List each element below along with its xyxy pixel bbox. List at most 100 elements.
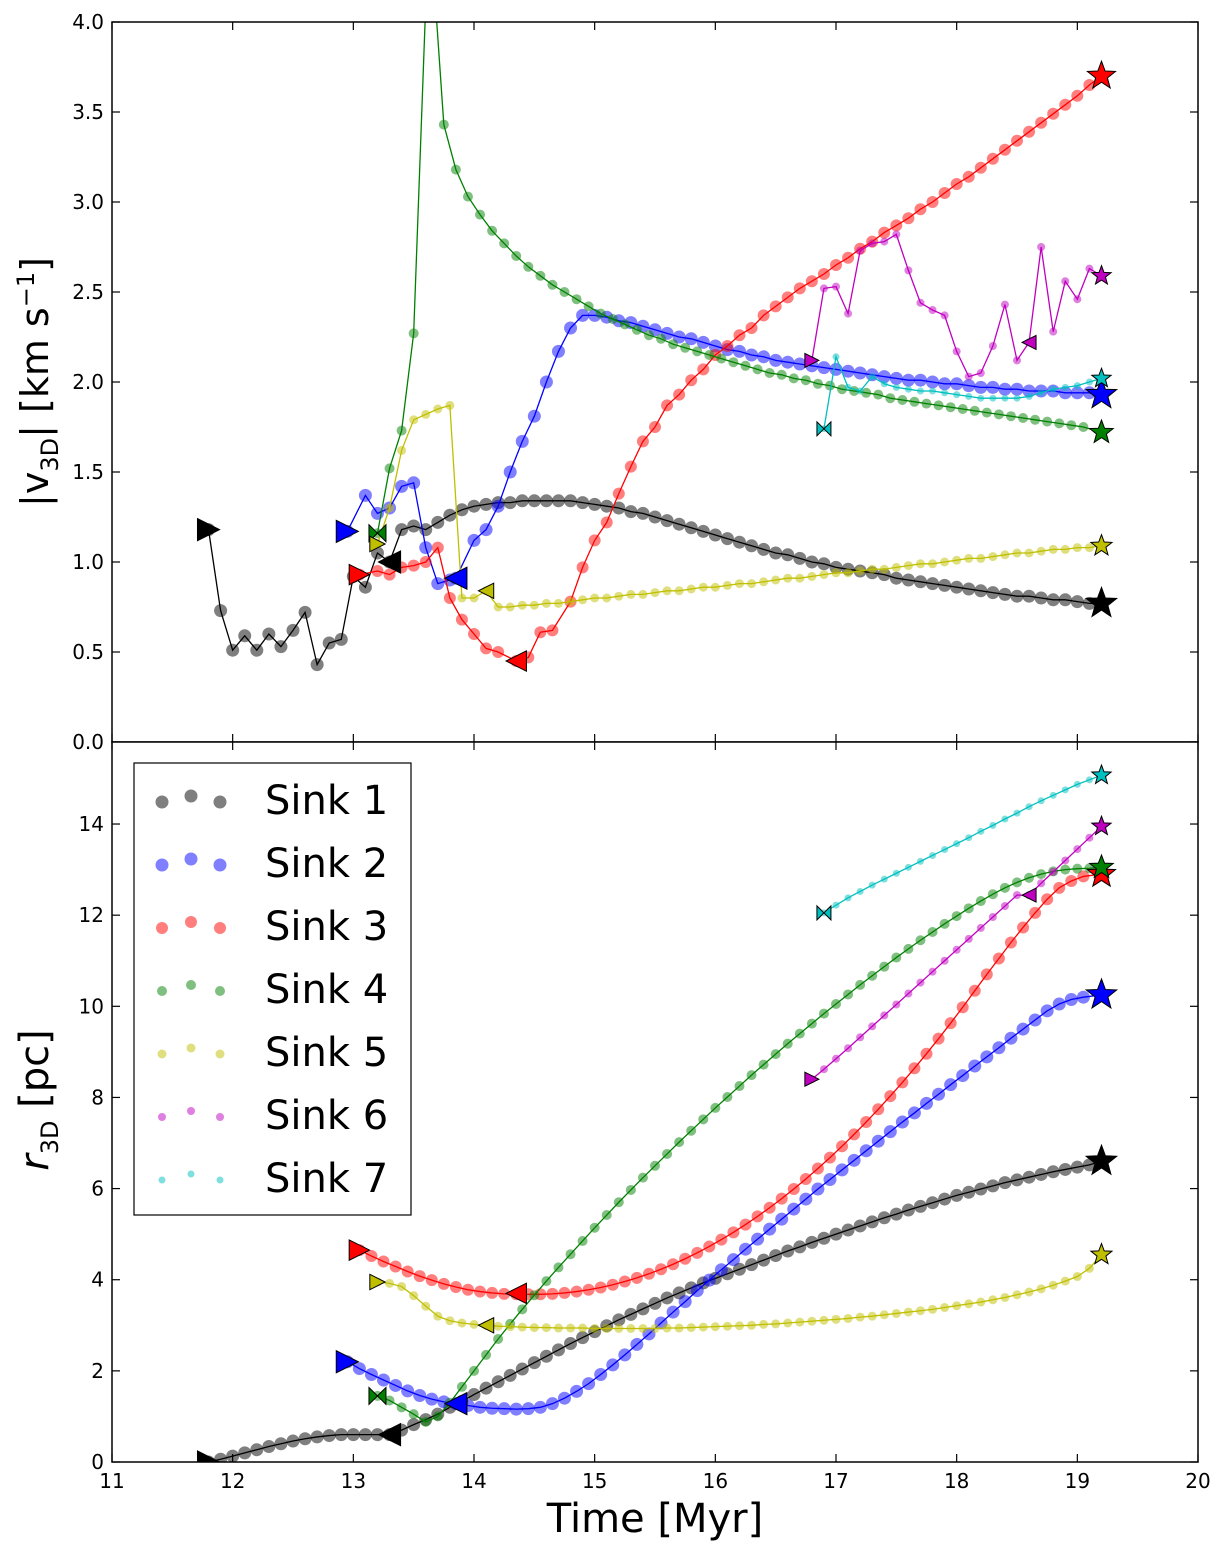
radius-series-3-point bbox=[1017, 921, 1030, 934]
velocity-series-5-point bbox=[445, 400, 455, 410]
velocity-series-4-point bbox=[1042, 416, 1053, 427]
velocity-series-4-point bbox=[668, 339, 679, 350]
velocity-series-4-point bbox=[607, 314, 618, 324]
radius-series-1-point bbox=[1010, 1173, 1024, 1187]
radius-series-4-point bbox=[1036, 869, 1047, 880]
radius-series-5-point bbox=[819, 1315, 829, 1325]
radius-series-5-point bbox=[952, 1301, 962, 1311]
velocity-series-2-point bbox=[419, 541, 433, 555]
velocity-series-2-point bbox=[913, 373, 927, 387]
radius-series-3-point bbox=[570, 1285, 583, 1298]
radius-series-3-start-marker bbox=[348, 1239, 371, 1262]
velocity-series-1-point bbox=[539, 494, 553, 508]
velocity-series-1-point bbox=[745, 539, 759, 553]
velocity-series-2-point bbox=[479, 523, 493, 537]
radius-series-3-point bbox=[630, 1271, 643, 1284]
radius-series-4-point bbox=[613, 1197, 624, 1208]
legend-item-6-marker bbox=[216, 1113, 224, 1121]
radius-series-1-point bbox=[938, 1192, 952, 1206]
legend-item-5-marker bbox=[157, 1049, 167, 1059]
legend-item-4-marker bbox=[186, 980, 196, 990]
velocity-series-1-point bbox=[1034, 591, 1048, 605]
velocity-series-3-point bbox=[600, 516, 613, 529]
velocity-series-2-point bbox=[757, 350, 771, 364]
velocity-series-4-point bbox=[788, 373, 799, 384]
velocity-series-2-point bbox=[1010, 382, 1024, 396]
velocity-series-5-point bbox=[1072, 543, 1082, 553]
radius-series-3-point bbox=[618, 1275, 631, 1288]
radius-series-7-point bbox=[1073, 780, 1081, 788]
radius-series-5-point bbox=[855, 1312, 865, 1322]
velocity-series-1-point bbox=[648, 510, 662, 524]
radius-series-4-point bbox=[758, 1059, 769, 1070]
radius-series-7-point bbox=[929, 851, 937, 859]
radius-series-1-point bbox=[1070, 1160, 1084, 1174]
radius-series-1-point bbox=[781, 1244, 795, 1258]
radius-series-4-point bbox=[722, 1091, 733, 1102]
radius-series-3-point bbox=[365, 1250, 378, 1263]
velocity-series-5-point bbox=[915, 559, 925, 569]
radius-series-5-point bbox=[1012, 1290, 1022, 1300]
velocity-series-3-point bbox=[1035, 116, 1048, 129]
velocity-series-2-point bbox=[358, 488, 372, 502]
velocity-series-6-point bbox=[940, 311, 949, 320]
velocity-series-1-point bbox=[322, 636, 336, 650]
radius-series-6-point bbox=[976, 923, 985, 932]
radius-series-4-point bbox=[710, 1102, 721, 1113]
radius-series-2-point bbox=[1052, 997, 1066, 1011]
velocity-series-4-point bbox=[981, 407, 992, 418]
radius-series-1-point bbox=[648, 1296, 662, 1310]
velocity-series-4-point bbox=[873, 389, 884, 400]
velocity-series-4-point bbox=[704, 350, 715, 360]
radius-series-1-point bbox=[829, 1227, 843, 1241]
radius-series-7-point bbox=[989, 821, 997, 829]
velocity-series-1-point bbox=[926, 577, 940, 591]
radius-series-7-point bbox=[892, 869, 900, 877]
velocity-series-5-point bbox=[1036, 546, 1046, 556]
velocity-series-5-point bbox=[940, 557, 950, 567]
radius-series-4-point bbox=[577, 1235, 588, 1246]
velocity-series-5-point bbox=[855, 566, 865, 576]
velocity-series-6-point bbox=[868, 239, 877, 248]
radius-series-2-point bbox=[618, 1348, 632, 1362]
radius-series-1-point bbox=[262, 1440, 276, 1454]
radius-series-6-point bbox=[892, 1000, 901, 1009]
velocity-series-7-point bbox=[953, 391, 961, 399]
radius-series-4-point bbox=[867, 970, 878, 981]
velocity-series-1-point bbox=[310, 658, 324, 672]
radius-series-5-point bbox=[457, 1318, 467, 1328]
velocity-series-7-point bbox=[1037, 389, 1045, 397]
velocity-series-1-point bbox=[527, 494, 541, 508]
radius-series-5-end-marker bbox=[1089, 1242, 1114, 1265]
velocity-series-1-point bbox=[395, 523, 409, 537]
velocity-series-5-point bbox=[614, 591, 624, 601]
radius-series-4-point bbox=[469, 1365, 479, 1376]
radius-series-4-point bbox=[746, 1070, 757, 1081]
radius-series-2-point bbox=[509, 1402, 523, 1416]
radius-series-7-point bbox=[904, 863, 912, 871]
radius-series-2-point bbox=[1040, 1004, 1054, 1018]
radius-series-5-point bbox=[771, 1319, 781, 1329]
velocity-series-6-point bbox=[1085, 264, 1094, 273]
radius-series-3-point bbox=[968, 984, 981, 997]
velocity-series-5-point bbox=[626, 589, 636, 599]
velocity-series-1-point bbox=[624, 505, 638, 519]
radius-series-3-point bbox=[449, 1281, 462, 1294]
velocity-series-1-end-marker bbox=[1084, 585, 1119, 618]
radius-series-clip bbox=[196, 763, 1119, 1462]
radius-x-axis-label: Time [Myr] bbox=[546, 1496, 763, 1542]
radius-series-3-point bbox=[401, 1265, 414, 1278]
radius-y-tick-label: 2 bbox=[91, 1359, 104, 1383]
velocity-series-6-point bbox=[1000, 300, 1009, 309]
radius-series-2-point bbox=[895, 1115, 909, 1129]
radius-series-6-point bbox=[1000, 902, 1009, 911]
radius-series-4-point bbox=[493, 1333, 504, 1344]
velocity-series-6-point bbox=[1013, 356, 1021, 365]
radius-series-4-point bbox=[806, 1018, 817, 1029]
velocity-series-3-point bbox=[986, 152, 999, 165]
velocity-series bbox=[196, 22, 1119, 673]
velocity-series-2-point bbox=[841, 364, 855, 378]
radius-series-5-point bbox=[517, 1322, 527, 1332]
radius-series-6-point bbox=[832, 1054, 840, 1063]
velocity-series-3-point bbox=[962, 170, 975, 183]
